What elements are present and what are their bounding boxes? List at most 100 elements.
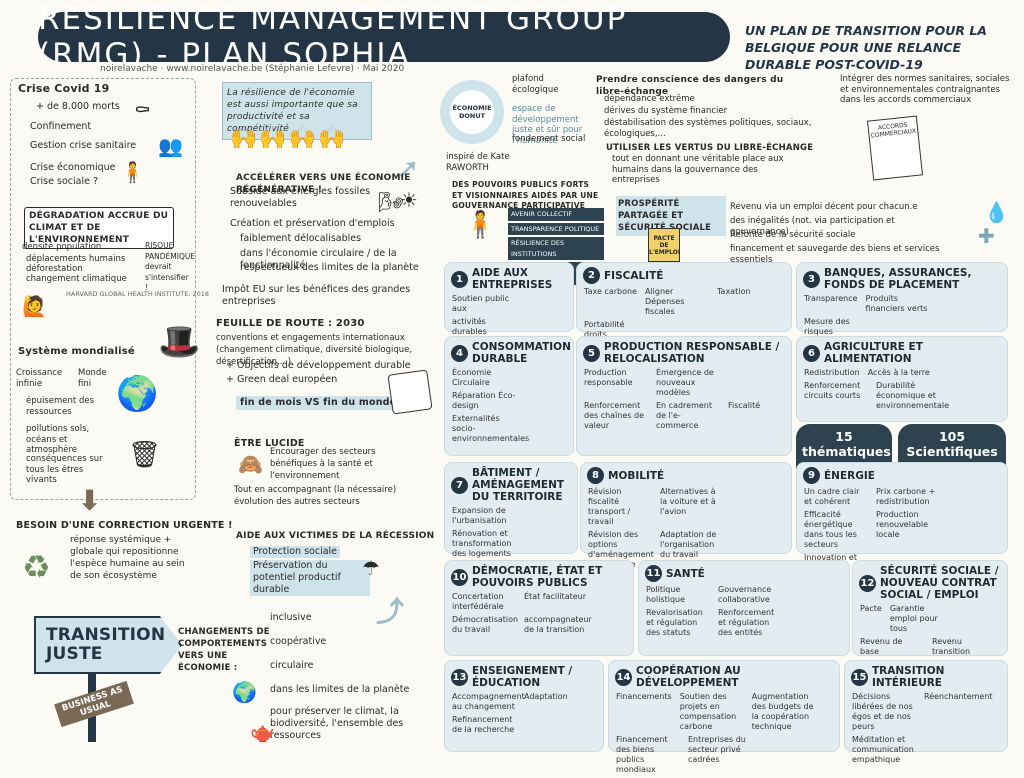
panel-item: Entreprises du secteur privé cadrées	[688, 735, 746, 764]
panel-number: 15	[851, 668, 868, 686]
prosp-item: Revenu via un emploi décent pour chacun.…	[730, 202, 918, 212]
umbrella-icon: ☂	[362, 556, 380, 580]
panel-title: FISCALITÉ	[604, 269, 664, 282]
panel-header: 1 AIDE AUX ENTREPRISES	[445, 263, 573, 291]
coffin-icon: ⚰	[134, 98, 151, 122]
panel-title: PRODUCTION RESPONSABLE / RELOCALISATION	[604, 341, 780, 365]
donut-credit: inspiré de Kate RAWORTH	[446, 152, 510, 173]
panel-item: Accès à la terre	[867, 368, 930, 377]
libre-item: déstabilisation des systèmes politiques,…	[604, 118, 812, 139]
panel-item: Adaptation	[524, 692, 568, 701]
panel-item: En cadrement de l'e-commerce	[656, 401, 713, 430]
covid-item: + de 8.000 morts	[36, 101, 120, 112]
monde-label: Monde fini	[78, 368, 107, 389]
donut-center: ÉCONOMIE DONUT	[452, 104, 492, 120]
panel-item: Renforcement des chaînes de valeur	[584, 401, 645, 430]
panel-11: 11 SANTÉ Politique holistique Gouvernance c…	[638, 560, 850, 656]
degr-item: déplacements humains	[26, 254, 126, 264]
panel-item: Soutien public aux	[452, 294, 510, 313]
panel-item: Concertation interfédérale	[452, 592, 504, 611]
eco-item: circulaire	[270, 660, 314, 671]
eco-item: inclusive	[270, 612, 312, 623]
aide-title: AIDE AUX VICTIMES DE LA RÉCESSION	[236, 531, 435, 541]
panel-items: Concertation interfédérale État facilitat…	[445, 589, 633, 638]
wind-turbine-icon: 🌬	[378, 190, 404, 214]
eco-item: dans les limites de la planète	[270, 684, 410, 695]
panel-item: Redistribution	[804, 368, 860, 377]
panel-number: 12	[859, 574, 876, 592]
panel-item: Émergence de nouveaux modèles	[656, 368, 714, 397]
panel-item: Expansion de l'urbanisation	[452, 506, 507, 525]
accords-label: ACCORDS COMMERCIAUX	[870, 121, 917, 140]
accel-item: Subside aux énergies fossiles renouvelab…	[230, 186, 371, 209]
besoin-title: BESOIN D'UNE CORRECTION URGENTE !	[16, 520, 233, 531]
sun-icon: ☀	[400, 188, 418, 212]
aide-item: Préservation du potentiel productif dura…	[250, 560, 370, 596]
croissance-label: Croissance infinie	[16, 368, 63, 389]
signpost-board: TRANSPARENCE POLITIQUE	[508, 222, 604, 235]
systeme-title: Système mondialisé	[18, 346, 135, 357]
panel-item: Un cadre clair et cohérent	[804, 487, 860, 506]
panel-6: 6 AGRICULTURE ET ALIMENTATION Redistributi…	[796, 336, 1008, 422]
panel-item: Adaptation de l'organisation du travail	[660, 530, 717, 559]
fin-mois-label: fin de mois VS fin du monde	[236, 396, 401, 410]
panel-10: 10 DÉMOCRATIE, ÉTAT ET POUVOIRS PUBLICS Co…	[444, 560, 634, 656]
degradation-title: DÉGRADATION ACCRUE DU CLIMAT ET DE L'ENV…	[29, 211, 169, 245]
panel-title: SÉCURITÉ SOCIALE / NOUVEAU CONTRAT SOCIA…	[880, 565, 999, 601]
covid-title: Crise Covid 19	[18, 82, 110, 95]
covid-item: Crise économique	[30, 162, 116, 173]
panel-15: 15 TRANSITION INTÉRIEURE Décisions libérée…	[844, 660, 1008, 764]
donut-label: plafond écologique	[512, 74, 559, 95]
panel-item: Revenu de base	[860, 637, 903, 656]
panel-number: 10	[451, 568, 468, 586]
panel-number: 5	[583, 344, 600, 362]
pacte-note: PACTE DE L'EMPLOI	[648, 228, 680, 262]
pacte-label: PACTE DE L'EMPLOI	[649, 235, 681, 256]
signpost-board: AVENIR COLLECTIF	[508, 208, 604, 221]
panel-item: Démocratisation du travail	[452, 615, 519, 634]
panel-5: 5 PRODUCTION RESPONSABLE / RELOCALISATION…	[576, 336, 792, 456]
prosp-item: financement et sauvegarde des biens et s…	[730, 244, 940, 265]
panel-number: 8	[587, 467, 604, 484]
panel-number: 11	[645, 565, 662, 582]
donut-label: fondement social	[512, 134, 586, 144]
panel-item: activités durables	[452, 317, 487, 336]
panel-items: Financements Soutien des projets en compe…	[609, 689, 839, 778]
normes-text: Intégrer des normes sanitaires, sociales…	[840, 74, 1010, 105]
monkey-icon: 🙈	[238, 452, 263, 476]
water-drop-icon: 💧	[984, 200, 1009, 224]
panel-title: COOPÉRATION AU DÉVELOPPEMENT	[636, 665, 741, 689]
panel-item: Gouvernance collaborative	[718, 585, 772, 604]
people-icon: 👥	[158, 134, 183, 158]
panel-item: Réenchantement	[924, 692, 993, 701]
signpost-board: RÉSILIENCE DES INSTITUTIONS	[508, 237, 604, 260]
panel-item: Soutien des projets en compensation carb…	[679, 692, 737, 731]
libre-title-2: UTILISER LES VERTUS DU LIBRE-ÉCHANGE	[606, 143, 814, 153]
panel-number: 7	[451, 476, 468, 494]
panel-title: CONSOMMATION DURABLE	[472, 341, 571, 365]
panel-item: Réparation Éco-design	[452, 391, 516, 410]
prosp-item: Refonte de la sécurité sociale	[730, 230, 856, 240]
panel-header: 12 SÉCURITÉ SOCIALE / NOUVEAU CONTRAT SOC…	[853, 561, 1007, 601]
panel-item: Alternatives à la voiture et à l'avion	[660, 487, 716, 516]
down-arrow-icon: ⬇	[78, 484, 102, 517]
lucide-item: Tout en accompagnant (la nécessaire) évo…	[234, 485, 397, 507]
panel-header: 11 SANTÉ	[639, 561, 849, 582]
panel-4: 4 CONSOMMATION DURABLE Économie Circulaire…	[444, 336, 574, 456]
panel-item: Refinancement de la recherche	[452, 715, 515, 734]
panel-item: Économie Circulaire	[452, 368, 492, 387]
panel-header: 7 BÂTIMENT / AMÉNAGEMENT DU TERRITOIRE	[445, 463, 577, 503]
panel-number: 2	[583, 267, 600, 284]
panel-title: ÉNERGIE	[824, 469, 875, 482]
eco-list: inclusive coopérative circulaire dans le…	[270, 612, 420, 742]
lucide-title: ÊTRE LUCIDE	[234, 438, 305, 449]
panel-number: 9	[803, 467, 820, 484]
accel-item: respectueux des limites de la planète	[240, 262, 419, 273]
panel-number: 14	[615, 668, 632, 686]
panel-item: Revenu transition	[932, 637, 971, 656]
up-arrow-icon: ➚	[396, 152, 420, 185]
panel-title: BÂTIMENT / AMÉNAGEMENT DU TERRITOIRE	[472, 467, 565, 503]
panel-item: Produits financiers verts	[865, 294, 928, 313]
panel-item: Financements	[616, 692, 672, 701]
trash-bin-icon: 🗑	[128, 440, 162, 470]
